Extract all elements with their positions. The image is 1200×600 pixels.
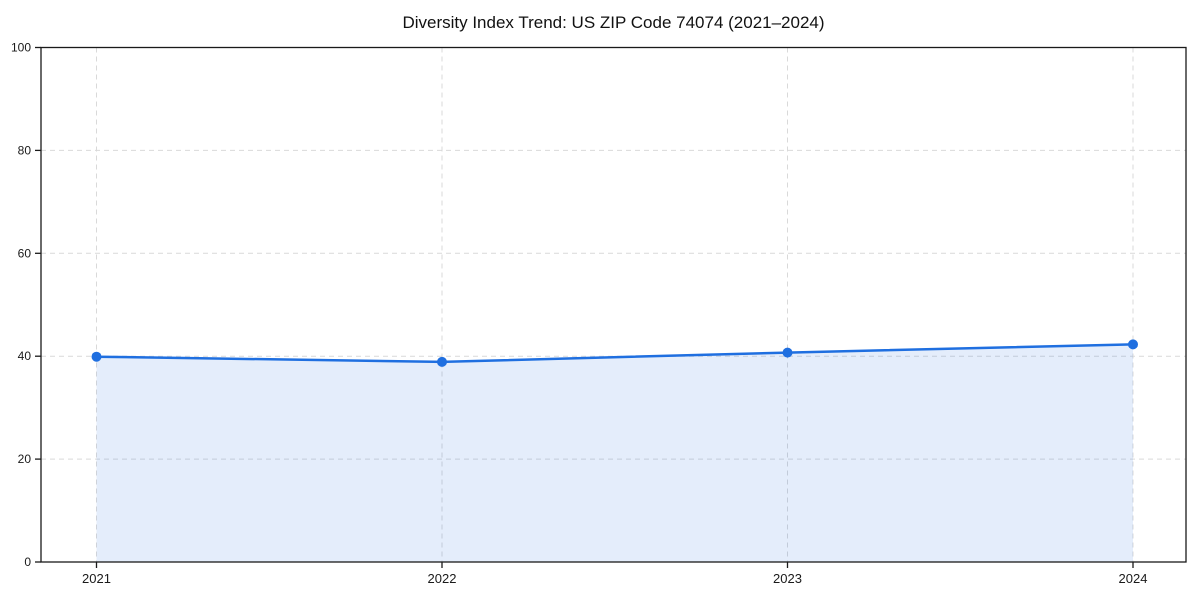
data-point-marker: [437, 356, 447, 367]
x-tick-label: 2023: [773, 571, 802, 586]
x-tick-label: 2024: [1119, 571, 1148, 586]
y-tick-label: 0: [24, 555, 31, 569]
y-tick-label: 80: [18, 143, 32, 157]
y-tick-label: 100: [11, 41, 31, 55]
data-point-marker: [782, 347, 793, 358]
chart-title: Diversity Index Trend: US ZIP Code 74074…: [402, 13, 825, 32]
trend-line: [95, 343, 1135, 364]
data-point-marker: [91, 351, 102, 362]
data-point-marker: [1128, 339, 1138, 350]
plot-border: [40, 46, 1187, 563]
x-tick-label: 2021: [82, 571, 111, 586]
y-tick-label: 60: [18, 246, 32, 260]
y-tick-label: 20: [18, 452, 32, 466]
y-tick-label: 40: [18, 349, 32, 363]
area-fill: [96, 344, 1133, 562]
x-tick-label: 2022: [428, 571, 457, 586]
